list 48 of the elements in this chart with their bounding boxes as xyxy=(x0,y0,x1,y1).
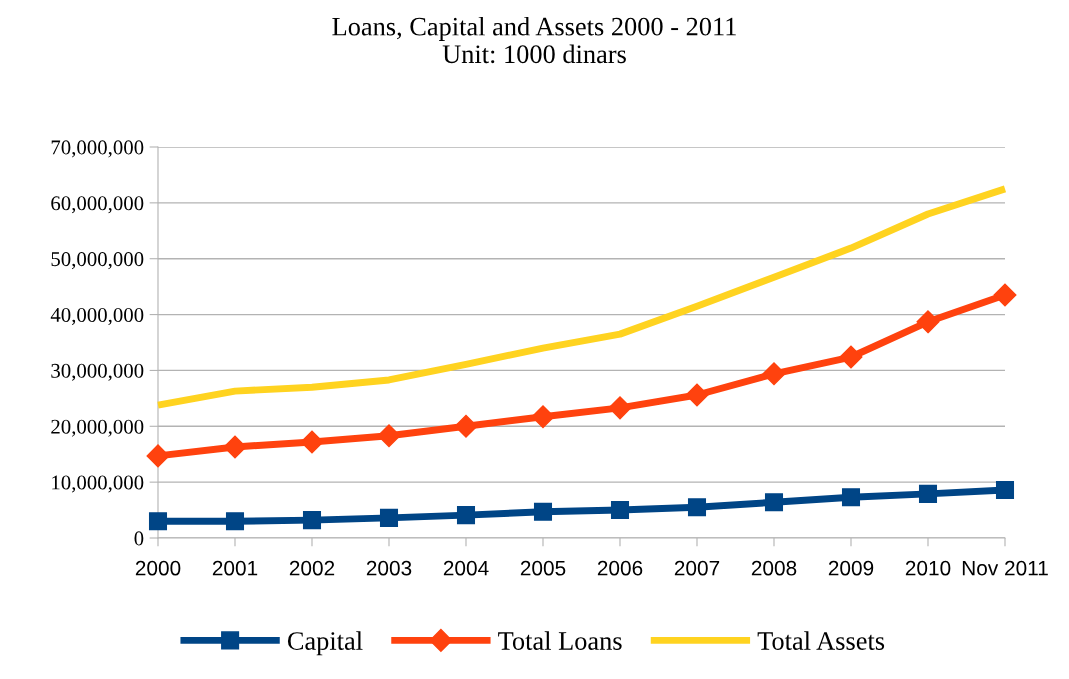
point xyxy=(995,480,1015,499)
x-tick-label: 2000 xyxy=(135,560,181,576)
point xyxy=(456,506,476,525)
x-tick-label: 2008 xyxy=(751,560,797,576)
y-tick-label: 10,000,000 xyxy=(52,475,144,493)
point xyxy=(608,396,632,420)
point xyxy=(762,362,786,386)
point xyxy=(302,511,322,530)
x-tick-label: 2005 xyxy=(520,560,566,576)
point xyxy=(300,430,324,454)
y-tick-label: 0 xyxy=(134,531,144,546)
x-tick-label: 2003 xyxy=(366,560,412,576)
legend-label: Total Assets xyxy=(757,631,885,650)
chart-title: Loans, Capital and Assets 2000 - 2011 Unit: 1000 dinars xyxy=(332,16,736,64)
y-tick-label: 70,000,000 xyxy=(51,140,144,158)
point xyxy=(146,444,170,468)
x-tick-label: Nov 2011 xyxy=(962,560,1048,576)
point xyxy=(610,501,630,520)
x-tick-label: 2006 xyxy=(597,560,643,576)
y-tick-label: 30,000,000 xyxy=(51,363,144,381)
x-tick-label: 2009 xyxy=(828,560,874,576)
y-tick-label: 20,000,000 xyxy=(51,419,144,437)
x-tick-label: 2001 xyxy=(212,560,258,576)
point xyxy=(839,345,863,369)
point xyxy=(148,512,168,531)
point xyxy=(225,512,245,531)
point xyxy=(918,484,938,503)
y-tick-label: 40,000,000 xyxy=(50,307,144,325)
point xyxy=(377,424,401,448)
point xyxy=(223,435,247,459)
legend-label: Total Loans xyxy=(498,631,622,650)
point xyxy=(687,498,707,517)
point xyxy=(685,383,709,407)
x-tick-label: 2007 xyxy=(674,560,720,576)
point xyxy=(531,405,555,429)
point xyxy=(379,508,399,527)
point xyxy=(841,488,861,507)
point xyxy=(764,493,784,512)
y-tick-label: 60,000,000 xyxy=(51,196,144,214)
point xyxy=(533,502,553,521)
y-tick-label: 50,000,000 xyxy=(51,252,144,270)
x-tick-label: 2010 xyxy=(905,560,951,576)
point xyxy=(916,310,940,334)
x-tick-label: 2004 xyxy=(443,560,489,576)
point xyxy=(993,283,1017,307)
legend-label: Capital xyxy=(287,631,363,656)
point xyxy=(454,414,478,438)
x-tick-label: 2002 xyxy=(289,560,335,576)
